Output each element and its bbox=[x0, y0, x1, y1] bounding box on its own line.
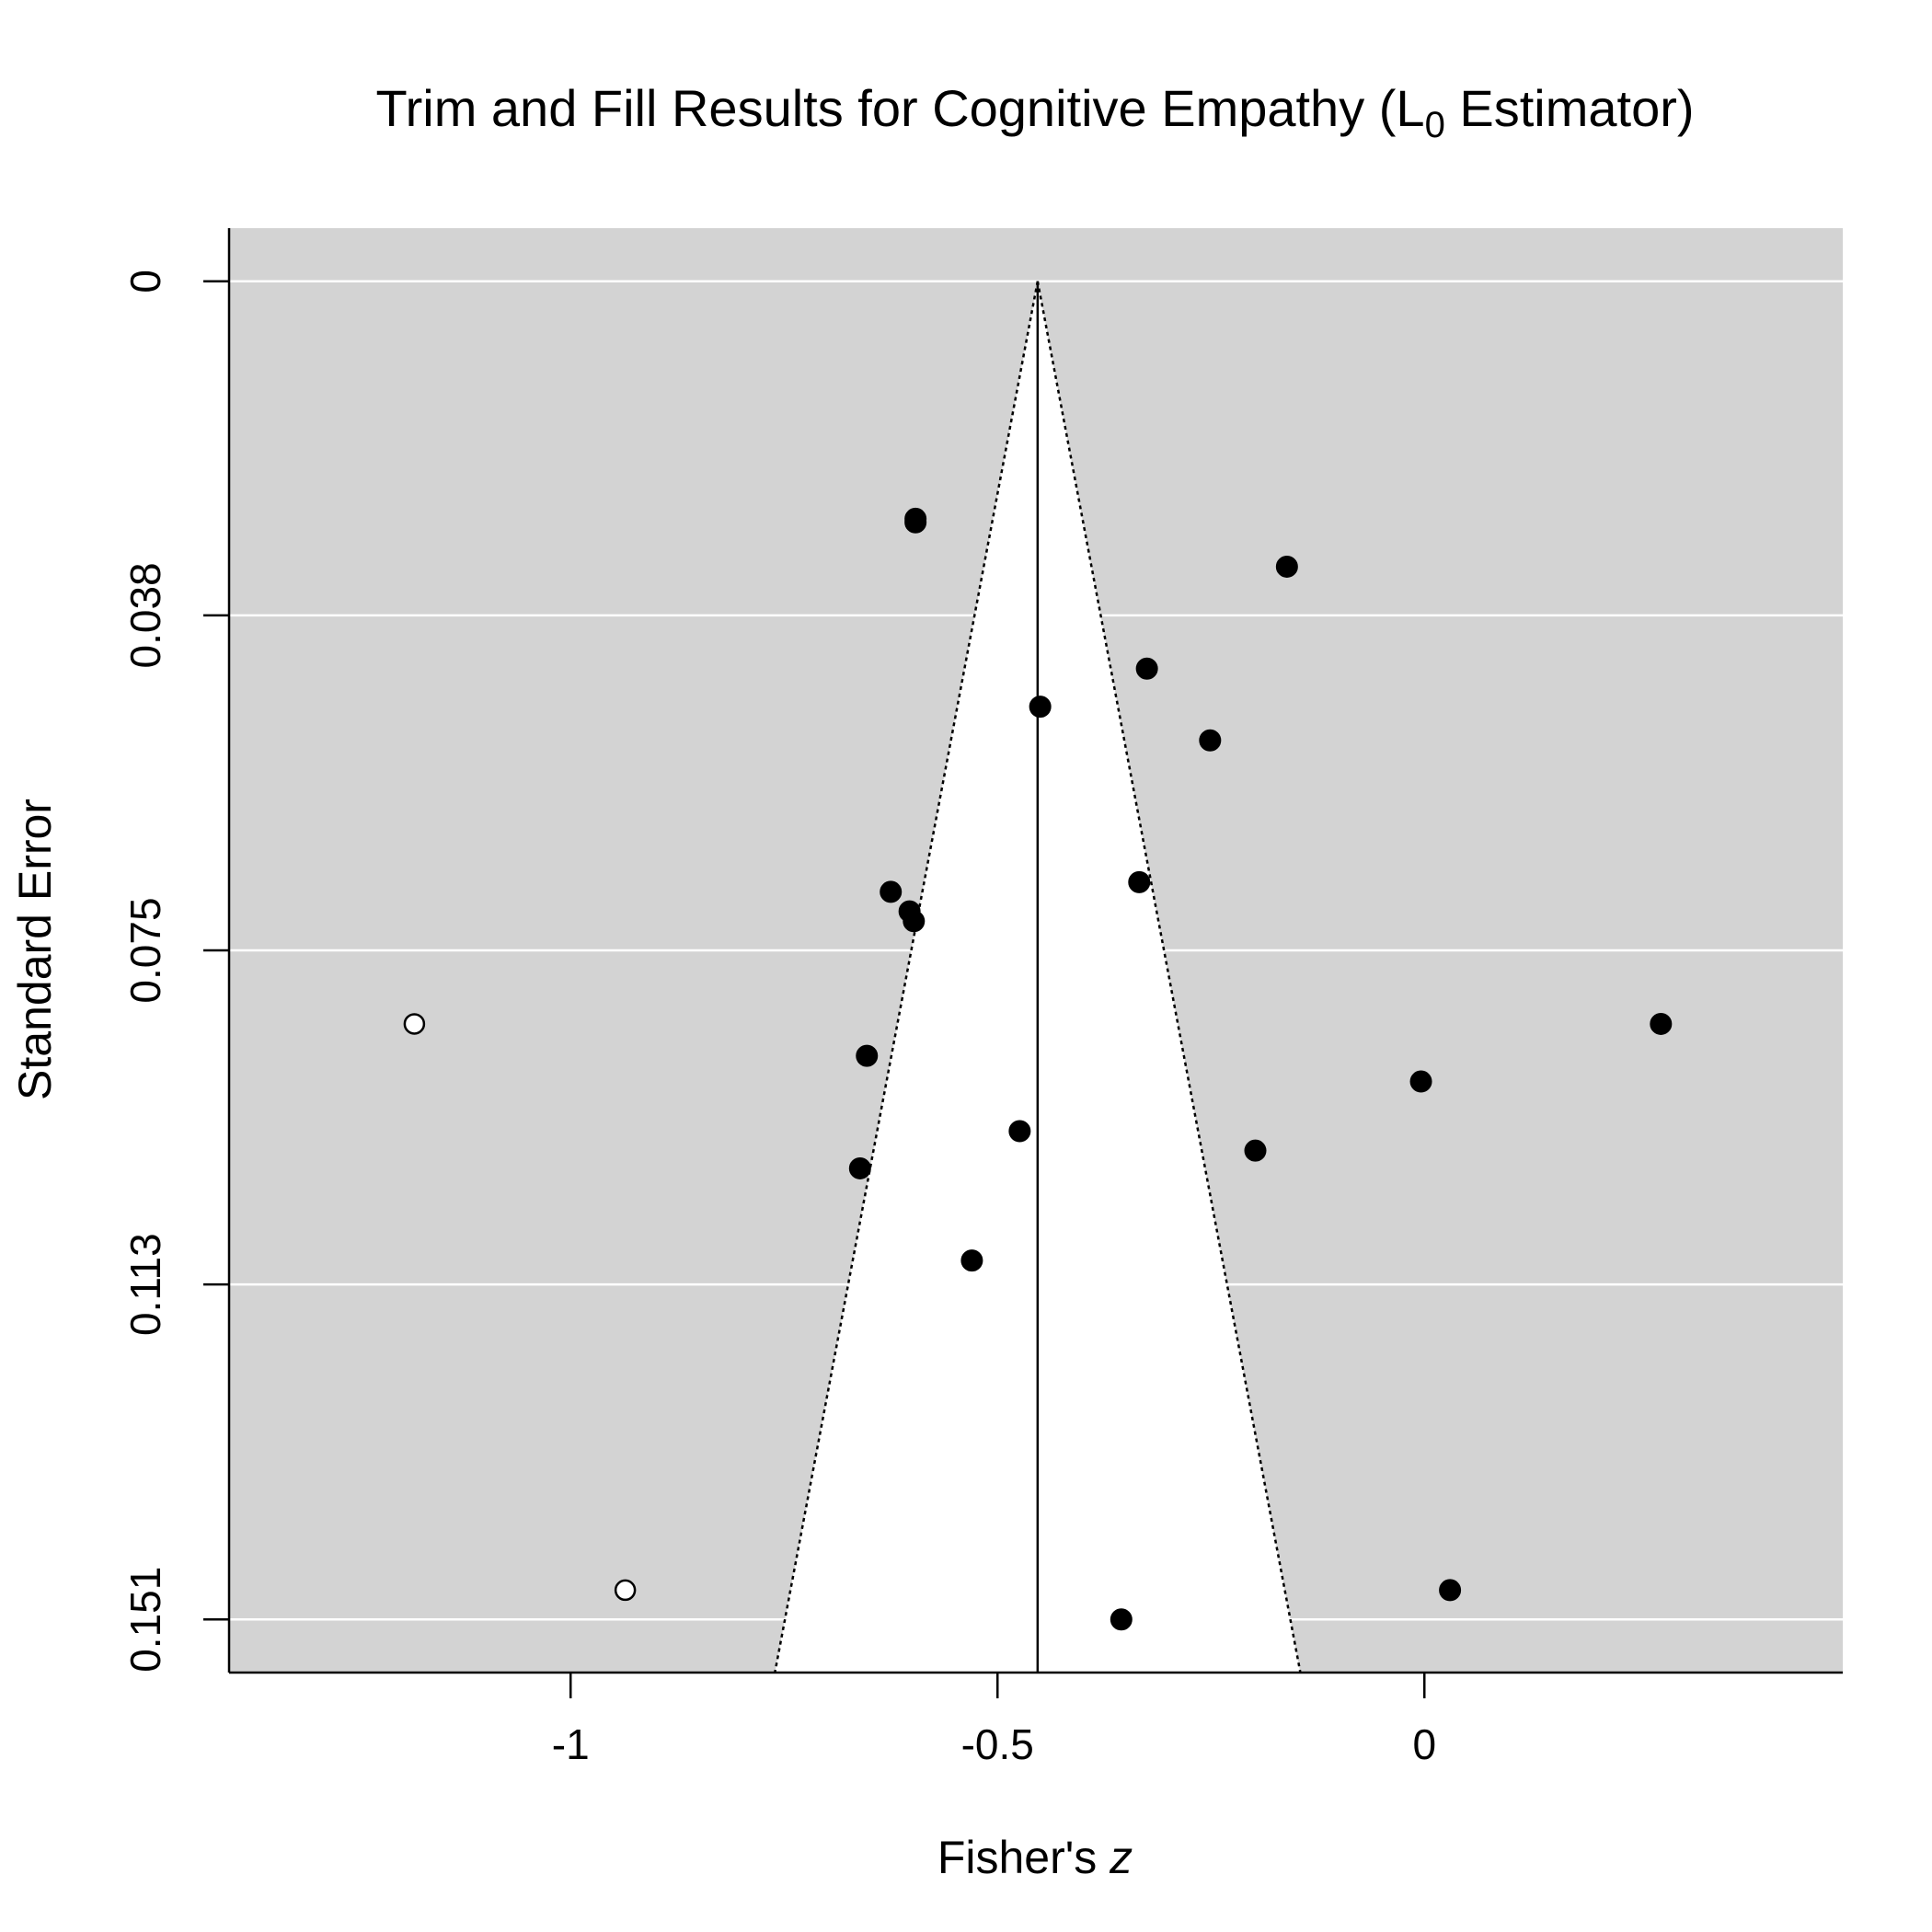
chart-title: Trim and Fill Results for Cognitive Empa… bbox=[375, 79, 1694, 145]
y-tick-label-1: 0.038 bbox=[121, 562, 169, 668]
chart-title-suffix: Estimator) bbox=[1445, 79, 1695, 137]
funnel-right-boundary bbox=[1036, 281, 1302, 1673]
x-tick-label-1: -0.5 bbox=[961, 1720, 1034, 1768]
y-axis-label: Standard Error bbox=[9, 799, 61, 1100]
observed-study-point-14 bbox=[1244, 1139, 1267, 1162]
observed-study-point-2 bbox=[1275, 555, 1298, 578]
observed-study-point-3 bbox=[1135, 657, 1158, 680]
observed-study-point-4 bbox=[1029, 696, 1052, 719]
observed-study-point-1 bbox=[904, 511, 927, 534]
x-tick-label-0: -1 bbox=[552, 1720, 590, 1768]
x-axis-label-italic: z bbox=[1109, 1832, 1133, 1883]
observed-study-point-9 bbox=[903, 910, 926, 933]
observed-study-point-10 bbox=[1650, 1012, 1673, 1035]
y-tick-label-0: 0 bbox=[121, 270, 169, 293]
x-axis-label: Fisher's z bbox=[937, 1832, 1133, 1883]
observed-study-point-12 bbox=[1409, 1070, 1432, 1093]
y-tick-label-3: 0.113 bbox=[121, 1233, 169, 1336]
observed-study-point-16 bbox=[960, 1249, 983, 1272]
observed-study-point-7 bbox=[880, 880, 903, 903]
y-tick-label-4: 0.151 bbox=[121, 1567, 169, 1673]
observed-study-point-18 bbox=[1110, 1608, 1133, 1631]
chart-title-subscript: 0 bbox=[1425, 105, 1445, 145]
observed-study-point-13 bbox=[1008, 1120, 1031, 1143]
plot-area: -1 -0.5 0 0 0.038 0.075 0.113 0.151 bbox=[121, 228, 1843, 1768]
observed-study-point-5 bbox=[1199, 729, 1222, 752]
filled-study-point-1 bbox=[614, 1579, 637, 1602]
y-tick-label-2: 0.075 bbox=[121, 897, 169, 1003]
observed-study-point-17 bbox=[1439, 1579, 1462, 1602]
chart-title-main: Trim and Fill Results for Cognitive Empa… bbox=[375, 79, 1424, 137]
observed-study-point-11 bbox=[856, 1044, 879, 1067]
x-tick-label-2: 0 bbox=[1412, 1720, 1436, 1768]
funnel-left-boundary bbox=[774, 281, 1040, 1673]
x-axis-label-text: Fisher's bbox=[937, 1832, 1110, 1883]
observed-study-point-15 bbox=[848, 1156, 871, 1179]
observed-study-point-6 bbox=[1128, 870, 1151, 893]
filled-study-point-0 bbox=[403, 1013, 426, 1035]
